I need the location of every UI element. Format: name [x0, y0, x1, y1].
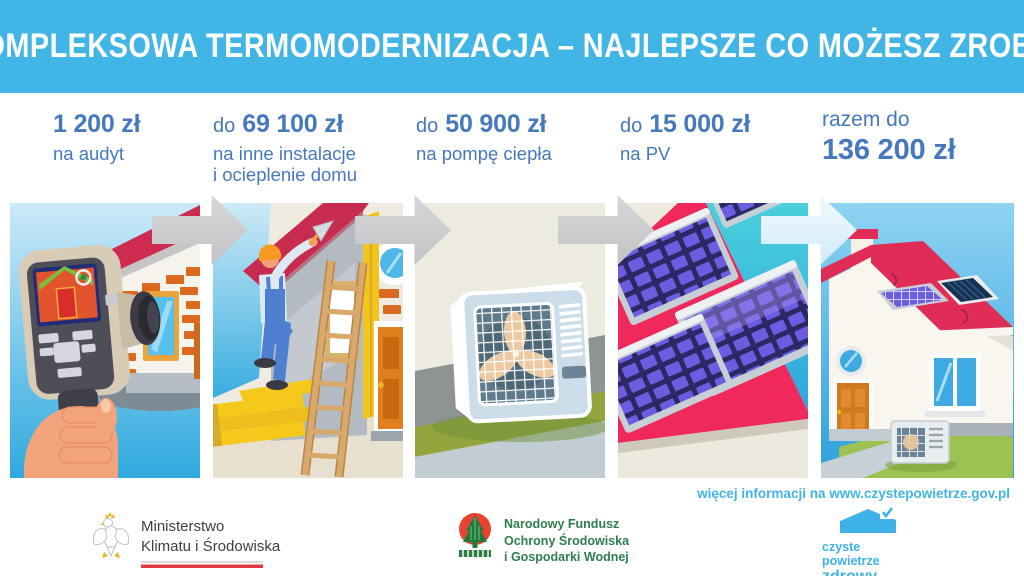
amount-pv: 15 000 zł: [649, 110, 751, 138]
nfosigw-name-line1: Narodowy Fundusz: [504, 517, 620, 531]
modernized-house-illustration: [821, 203, 1014, 478]
ministry-name-line1: Ministerstwo: [141, 518, 225, 535]
czyste-line1: czyste powietrze: [822, 540, 880, 568]
czyste-line2: zdrowy wybór: [822, 568, 908, 576]
czyste-powietrze-logo: czyste powietrze zdrowy wybór: [822, 506, 908, 576]
info-link[interactable]: więcej informacji na www.czystepowietrze…: [697, 486, 1010, 501]
step-audit-price: 1 200 zł na audyt: [53, 110, 141, 164]
tree-circle-icon: [459, 513, 491, 557]
caption-heatpump: na pompę ciepła: [416, 143, 552, 164]
heat-pump-illustration: [415, 203, 605, 478]
eagle-icon: [93, 512, 129, 558]
nfosigw-name-line2: Ochrony Środowiska: [504, 533, 630, 548]
step-pv-price: do 15 000 zł na PV: [620, 110, 751, 164]
ministry-logo: Ministerstwo Klimatu i Środowiska: [90, 511, 280, 568]
header-band: KOMPLEKSOWA TERMOMODERNIZACJA – NAJLEPSZ…: [0, 0, 1024, 93]
step-heatpump-price: do 50 900 zł na pompę ciepła: [416, 110, 552, 164]
solar-panels-roof-illustration: [618, 203, 808, 478]
panel-thermal-audit: [10, 203, 200, 478]
caption-insulation-1: na inne instalacje: [213, 143, 356, 164]
caption-insulation-2: i ocieplenie domu: [213, 164, 357, 186]
house-check-icon: [840, 506, 896, 533]
amount-total: 136 200 zł: [822, 134, 956, 166]
nfosigw-name-line3: i Gospodarki Wodnej: [504, 550, 629, 564]
nfosigw-logo: Narodowy Fundusz Ochrony Środowiska i Go…: [455, 512, 629, 566]
step-total-price: razem do 136 200 zł: [822, 108, 956, 166]
page-title: KOMPLEKSOWA TERMOMODERNIZACJA – NAJLEPSZ…: [0, 27, 1024, 65]
caption-audit: na audyt: [53, 143, 124, 164]
step-insulation-price: do 69 100 zł na inne instalacje i ocieple…: [213, 110, 357, 186]
caption-pv: na PV: [620, 143, 671, 164]
panel-heat-pump: [415, 203, 605, 478]
ministry-name-line2: Klimatu i Środowiska: [141, 537, 281, 555]
poland-flag-line: [141, 561, 263, 568]
amount-insulation: 69 100 zł: [242, 110, 344, 138]
wall-insulation-illustration: [213, 203, 403, 478]
panel-solar-roof: [618, 203, 808, 478]
amount-audit: 1 200 zł: [53, 110, 141, 138]
amount-heatpump: 50 900 zł: [445, 110, 547, 138]
panel-modern-house: [821, 203, 1014, 478]
thermal-audit-illustration: [10, 203, 200, 478]
panel-wall-insulation: [213, 203, 403, 478]
